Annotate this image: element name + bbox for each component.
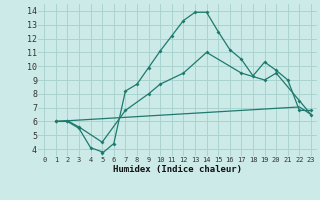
X-axis label: Humidex (Indice chaleur): Humidex (Indice chaleur): [113, 165, 242, 174]
